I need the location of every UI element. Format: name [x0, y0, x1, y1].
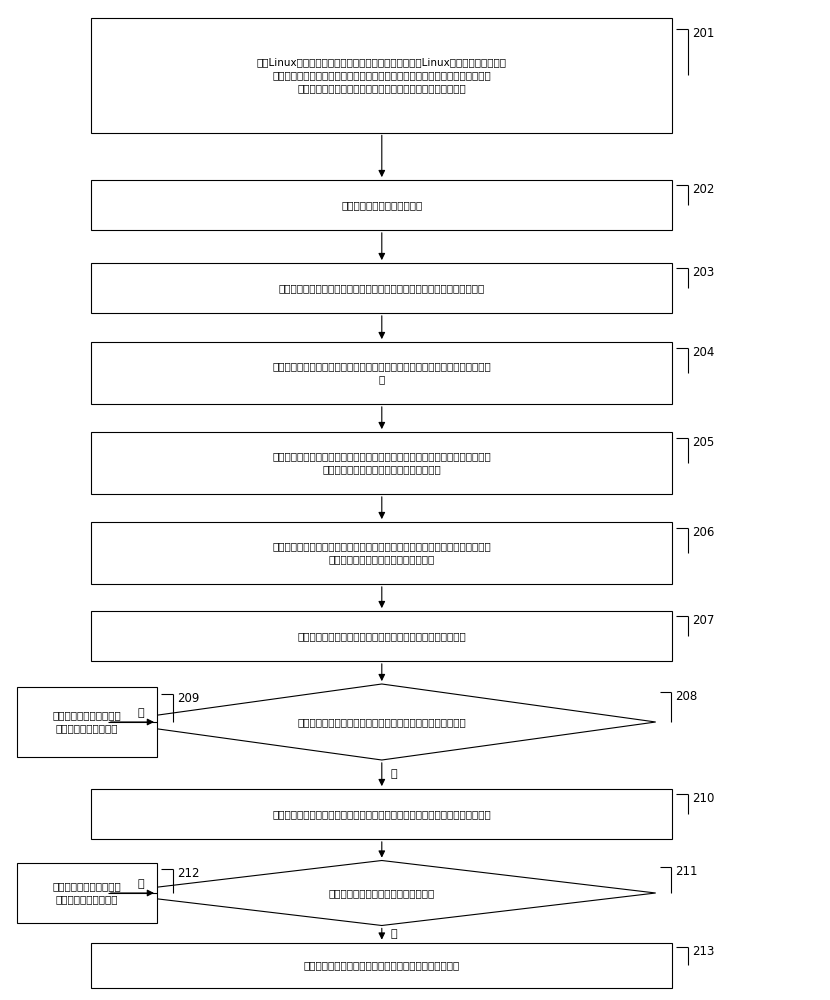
Text: 形成调用的程序安装以及运行的报告，将报告发送给用户: 形成调用的程序安装以及运行的报告，将报告发送给用户: [304, 960, 460, 970]
FancyBboxPatch shape: [91, 942, 672, 987]
Text: 将在第一索引文件中已存在的备选命令名称，以及在第一索引文件中不存在的备
选命令名称，差异化显示给外部的用户: 将在第一索引文件中已存在的备选命令名称，以及在第一索引文件中不存在的备 选命令名…: [272, 541, 491, 565]
FancyBboxPatch shape: [91, 789, 672, 839]
Text: 利用确定的各个命令名称，对至少一个字符进行补全，形成至少一个备选命令名
称: 利用确定的各个命令名称，对至少一个字符进行补全，形成至少一个备选命令名 称: [272, 361, 491, 385]
Text: 在至少一个备选命令名称中，确定在第一索引文件中已存在的备选命令名称，以
及在第一索引文件中不存在的备选命令名称: 在至少一个备选命令名称中，确定在第一索引文件中已存在的备选命令名称，以 及在第一…: [272, 451, 491, 475]
Text: 201: 201: [692, 27, 715, 40]
FancyBboxPatch shape: [91, 180, 672, 230]
Text: 210: 210: [692, 792, 715, 805]
FancyBboxPatch shape: [17, 863, 157, 923]
Text: 是: 是: [138, 708, 144, 718]
Text: 203: 203: [692, 266, 715, 279]
Text: 204: 204: [692, 346, 715, 359]
Text: 208: 208: [676, 690, 698, 703]
Text: 判断调用的程序是否正常安装以及运行: 判断调用的程序是否正常安装以及运行: [329, 888, 435, 898]
Text: 建立Linux系统中已安装程序的第一索引文件，以及建立Linux系统所涉及的全部安
装程序的第二索引文件；其中，第一索引文件包括各个已安装程序对应的命令名
称；: 建立Linux系统中已安装程序的第一索引文件，以及建立Linux系统所涉及的全部…: [256, 57, 507, 93]
Text: 在第二索引文件包括的命令名称中，确定各个包括至少一个字符的命令名称: 在第二索引文件包括的命令名称中，确定各个包括至少一个字符的命令名称: [279, 283, 485, 293]
Text: 从外部的程序存储中心调用目标命令名称对应的程序、安装以及运行调用的程序: 从外部的程序存储中心调用目标命令名称对应的程序、安装以及运行调用的程序: [272, 809, 491, 819]
Polygon shape: [108, 684, 656, 760]
Text: 202: 202: [692, 183, 715, 196]
FancyBboxPatch shape: [17, 687, 157, 757]
FancyBboxPatch shape: [91, 342, 672, 404]
Text: 判断目标命令名称是否存在于第一索引文件包括的命令名称中: 判断目标命令名称是否存在于第一索引文件包括的命令名称中: [297, 717, 466, 727]
Text: 获取外部输入的至少一个字符: 获取外部输入的至少一个字符: [341, 200, 422, 210]
FancyBboxPatch shape: [91, 522, 672, 584]
Text: 213: 213: [692, 945, 715, 958]
Text: 否: 否: [390, 929, 397, 939]
Text: 根据外部触发，在至少一个备选命令名称中确定目标命令名称: 根据外部触发，在至少一个备选命令名称中确定目标命令名称: [297, 631, 466, 641]
Polygon shape: [108, 860, 656, 926]
Text: 209: 209: [177, 692, 199, 705]
Text: 运行目标命令名称对应的
程序，并结束当前流程: 运行目标命令名称对应的 程序，并结束当前流程: [53, 710, 121, 734]
FancyBboxPatch shape: [91, 611, 672, 661]
FancyBboxPatch shape: [91, 432, 672, 494]
Text: 将调用的程序对应的命令
名称写入第一索引文件: 将调用的程序对应的命令 名称写入第一索引文件: [53, 881, 121, 905]
FancyBboxPatch shape: [91, 263, 672, 313]
Text: 否: 否: [390, 770, 397, 780]
Text: 212: 212: [177, 867, 199, 880]
Text: 205: 205: [692, 436, 715, 449]
Text: 是: 是: [138, 879, 144, 889]
FancyBboxPatch shape: [91, 17, 672, 132]
Text: 206: 206: [692, 526, 715, 539]
Text: 207: 207: [692, 614, 715, 627]
Text: 211: 211: [676, 865, 698, 878]
